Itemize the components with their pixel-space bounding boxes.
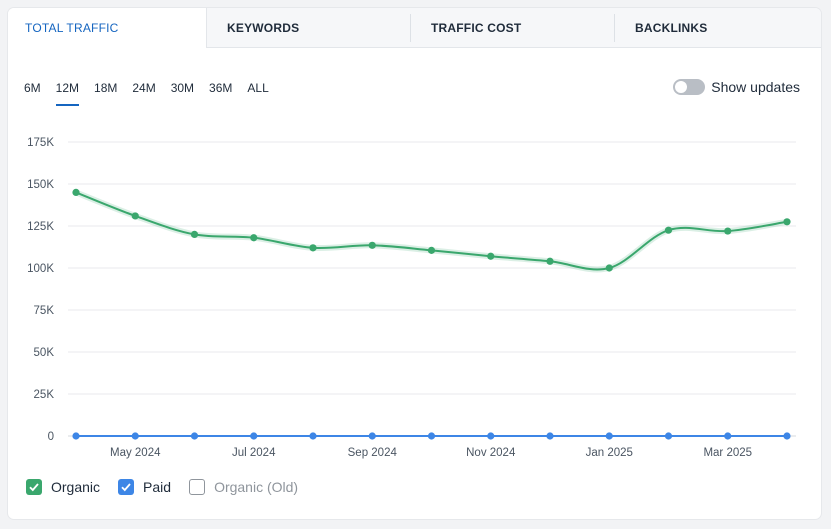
organic-old-checkbox[interactable] [189,479,206,495]
paid-point [250,432,258,440]
range-18m[interactable]: 18M [94,81,118,95]
paid-point [664,432,673,440]
show-updates-label: Show updates [711,79,800,95]
legend-organic[interactable]: Organic [26,479,100,495]
range-12m[interactable]: 12M [55,80,80,106]
x-tick-label: Mar 2025 [703,447,752,459]
paid-point [487,432,495,440]
tab-traffic-cost-label: TRAFFIC COST [431,21,522,35]
metric-tabs: TOTAL TRAFFIC KEYWORDS TRAFFIC COST BACK… [8,8,821,48]
paid-point [131,432,139,440]
toggle-switch[interactable] [673,79,706,95]
paid-point [190,432,199,440]
tab-divider [410,14,411,42]
organic-point [131,212,139,220]
tab-traffic-cost[interactable]: TRAFFIC COST [411,8,615,48]
legend-organic-label: Organic [51,479,101,495]
x-tick-label: Jul 2024 [232,447,276,459]
organic-point [487,252,495,260]
traffic-chart: 0 25K 50K 75K 100K 125K 150K 175K May 2024 Jul 20… [27,137,796,459]
y-tick-label: 75K [34,305,55,317]
range-all[interactable]: ALL [247,81,269,95]
organic-point [72,188,80,196]
x-tick-label: Sep 2024 [348,447,398,459]
show-updates-toggle[interactable]: Show updates [673,79,800,95]
chart-legend: Organic Paid Organic (Old) [26,479,316,495]
organic-point [309,244,317,252]
x-tick-label: Jan 2025 [586,447,633,459]
paid-point [368,432,376,440]
tab-total-traffic[interactable]: TOTAL TRAFFIC [8,8,207,48]
check-icon [29,483,39,492]
paid-point [309,432,317,440]
paid-point [546,432,554,440]
y-tick-label: 100K [27,263,54,275]
organic-point [783,218,791,226]
toggle-knob [675,81,688,93]
tab-keywords-label: KEYWORDS [227,21,300,35]
x-tick-label: Nov 2024 [466,447,516,459]
range-36m[interactable]: 36M [209,81,233,95]
organic-point [368,241,376,249]
paid-checkbox[interactable] [118,479,135,495]
check-icon [121,483,131,492]
y-tick-label: 0 [48,431,54,443]
paid-point [427,432,436,440]
y-tick-label: 175K [27,137,54,149]
organic-point [605,264,613,272]
x-tick-label: May 2024 [110,447,161,459]
tab-keywords[interactable]: KEYWORDS [207,8,411,48]
legend-organic-old[interactable]: Organic (Old) [189,479,298,495]
organic-point [546,257,554,265]
paid-point [783,432,791,440]
tab-backlinks[interactable]: BACKLINKS [615,8,821,48]
organic-point [190,230,199,238]
y-tick-label: 25K [34,389,55,401]
traffic-card: TOTAL TRAFFIC KEYWORDS TRAFFIC COST BACK… [8,8,821,519]
paid-point [72,432,80,440]
y-tick-label: 150K [27,179,54,191]
organic-point [427,246,436,254]
range-selector: 6M 12M 18M 24M 30M 36M ALL [24,80,284,106]
paid-point [724,432,732,440]
range-30m[interactable]: 30M [170,81,195,95]
range-6m[interactable]: 6M [24,81,41,95]
organic-point [664,226,673,234]
organic-point [724,227,732,235]
y-tick-label: 50K [34,347,55,359]
y-tick-label: 125K [27,221,54,233]
organic-checkbox[interactable] [26,479,42,495]
legend-paid-label: Paid [143,479,172,495]
tab-divider [614,14,615,42]
paid-point [605,432,613,440]
legend-organic-old-label: Organic (Old) [214,479,299,495]
organic-point [250,234,258,242]
legend-paid[interactable]: Paid [118,479,171,495]
range-24m[interactable]: 24M [132,81,156,95]
